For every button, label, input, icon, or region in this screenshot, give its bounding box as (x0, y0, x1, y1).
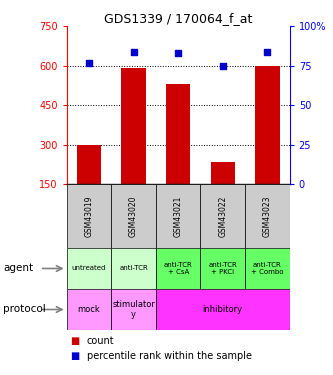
Bar (156, 289, 290, 330)
Bar (111, 184, 156, 248)
Bar (200, 184, 245, 248)
Text: mock: mock (78, 305, 100, 314)
Bar (67, 248, 111, 289)
Point (131, 48, 136, 54)
Text: ■: ■ (70, 351, 79, 361)
Bar (245, 184, 290, 248)
Text: GSM43020: GSM43020 (129, 195, 138, 237)
Bar (156, 248, 200, 289)
Point (265, 48, 270, 54)
Bar (156, 184, 200, 248)
Bar (166, 84, 190, 184)
Text: anti-TCR
+ CsA: anti-TCR + CsA (164, 262, 192, 275)
Text: GSM43023: GSM43023 (263, 195, 272, 237)
Text: GSM43019: GSM43019 (84, 195, 94, 237)
Bar (67, 289, 111, 330)
Title: GDS1339 / 170064_f_at: GDS1339 / 170064_f_at (104, 12, 252, 25)
Bar (255, 66, 280, 184)
Text: count: count (87, 336, 114, 346)
Text: agent: agent (3, 264, 33, 273)
Bar (111, 289, 156, 330)
Bar (121, 68, 146, 184)
Text: untreated: untreated (72, 266, 106, 272)
Text: anti-TCR: anti-TCR (119, 266, 148, 272)
Bar (67, 184, 111, 248)
Text: percentile rank within the sample: percentile rank within the sample (87, 351, 251, 361)
Text: inhibitory: inhibitory (203, 305, 243, 314)
Bar (111, 248, 156, 289)
Text: ■: ■ (70, 336, 79, 346)
Text: GSM43021: GSM43021 (173, 195, 183, 237)
Bar (77, 145, 101, 184)
Point (86, 60, 92, 66)
Text: protocol: protocol (3, 304, 46, 315)
Text: anti-TCR
+ Combo: anti-TCR + Combo (251, 262, 284, 275)
Point (220, 63, 225, 69)
Bar (200, 248, 245, 289)
Bar (210, 162, 235, 184)
Text: GSM43022: GSM43022 (218, 195, 227, 237)
Point (175, 50, 181, 56)
Bar (245, 248, 290, 289)
Text: stimulator
y: stimulator y (112, 300, 155, 319)
Text: anti-TCR
+ PKCi: anti-TCR + PKCi (208, 262, 237, 275)
